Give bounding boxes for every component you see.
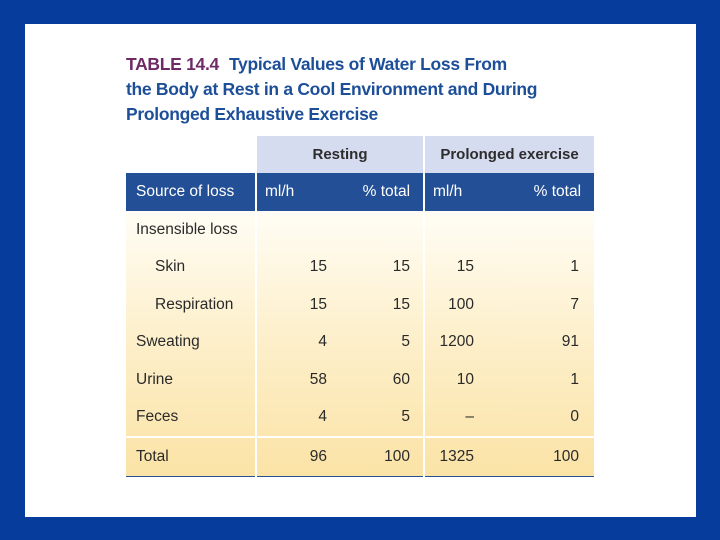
table-body: Insensible loss Skin 15 15 15 1 Respirat… (126, 211, 595, 477)
title-line-2: the Body at Rest in a Cool Environment a… (126, 79, 538, 99)
cell-rest-pct (340, 211, 424, 249)
slide: TABLE 14.4 Typical Values of Water Loss F… (25, 24, 696, 517)
table-row: Insensible loss (126, 211, 594, 249)
col-header-rest-ml: ml/h (255, 173, 340, 211)
cell-source: Respiration (155, 295, 234, 313)
group-header-empty (126, 136, 256, 173)
column-header-row: Source of loss ml/h % total ml/h % total (126, 173, 595, 211)
cell-ex-ml (423, 211, 511, 249)
cell-rest-ml: 4 (255, 398, 340, 437)
col-header-ex-ml: ml/h (423, 173, 511, 211)
cell-rest-pct: 15 (392, 258, 411, 276)
cell-rest-ml (255, 211, 340, 249)
cell-ex-ml: 100 (423, 286, 511, 324)
cell-rest-pct: 100 (340, 436, 425, 477)
table-row: Feces 4 5 – 0 (126, 398, 594, 437)
cell-ex-pct (510, 211, 594, 249)
cell-rest-ml: 58 (255, 361, 340, 399)
col-header-rest-pct: % total (340, 173, 425, 211)
table-row-total: Total 96 100 1325 100 (126, 436, 595, 477)
title-line-3: Prolonged Exhaustive Exercise (126, 104, 378, 124)
cell-ex-pct: 1 (570, 258, 580, 276)
cell-rest-pct: 5 (401, 408, 411, 426)
cell-ex-ml: 15 (423, 248, 511, 286)
col-header-ex-pct: % total (510, 173, 595, 211)
cell-source: Skin (155, 258, 186, 276)
table-number: TABLE 14.4 (126, 54, 219, 74)
group-header-exercise: Prolonged exercise (423, 136, 595, 173)
group-header-resting: Resting (254, 136, 425, 173)
cell-ex-pct: 0 (570, 408, 580, 426)
cell-rest-ml: 96 (255, 436, 340, 477)
cell-ex-ml: – (423, 398, 511, 437)
cell-source: Sweating (136, 333, 200, 351)
cell-source: Insensible loss (136, 220, 238, 238)
cell-rest-ml: 15 (255, 286, 340, 324)
cell-ex-pct: 7 (570, 295, 580, 313)
cell-source: Total (126, 436, 256, 477)
cell-source: Urine (136, 370, 174, 388)
table-title: TABLE 14.4 Typical Values of Water Loss F… (126, 52, 596, 127)
water-loss-table: Resting Prolonged exercise Source of los… (126, 136, 595, 477)
table-row: Sweating 4 5 1200 91 (126, 323, 594, 361)
cell-rest-pct: 15 (392, 295, 411, 313)
cell-source: Feces (136, 408, 179, 426)
cell-rest-pct: 5 (401, 333, 411, 351)
col-header-source: Source of loss (126, 173, 256, 211)
cell-ex-ml: 10 (423, 361, 511, 399)
cell-ex-pct: 91 (561, 333, 580, 351)
cell-rest-pct: 60 (392, 370, 411, 388)
cell-ex-ml: 1325 (423, 436, 511, 477)
cell-rest-ml: 4 (255, 323, 340, 361)
table-row: Urine 58 60 10 1 (126, 361, 594, 399)
table-row: Respiration 15 15 100 7 (126, 286, 594, 324)
group-header-row: Resting Prolonged exercise (126, 136, 595, 173)
title-line-1: Typical Values of Water Loss From (228, 54, 507, 74)
table-row: Skin 15 15 15 1 (126, 248, 594, 286)
cell-ex-ml: 1200 (423, 323, 511, 361)
cell-ex-pct: 1 (570, 370, 580, 388)
cell-rest-ml: 15 (255, 248, 340, 286)
cell-ex-pct: 100 (510, 436, 595, 477)
